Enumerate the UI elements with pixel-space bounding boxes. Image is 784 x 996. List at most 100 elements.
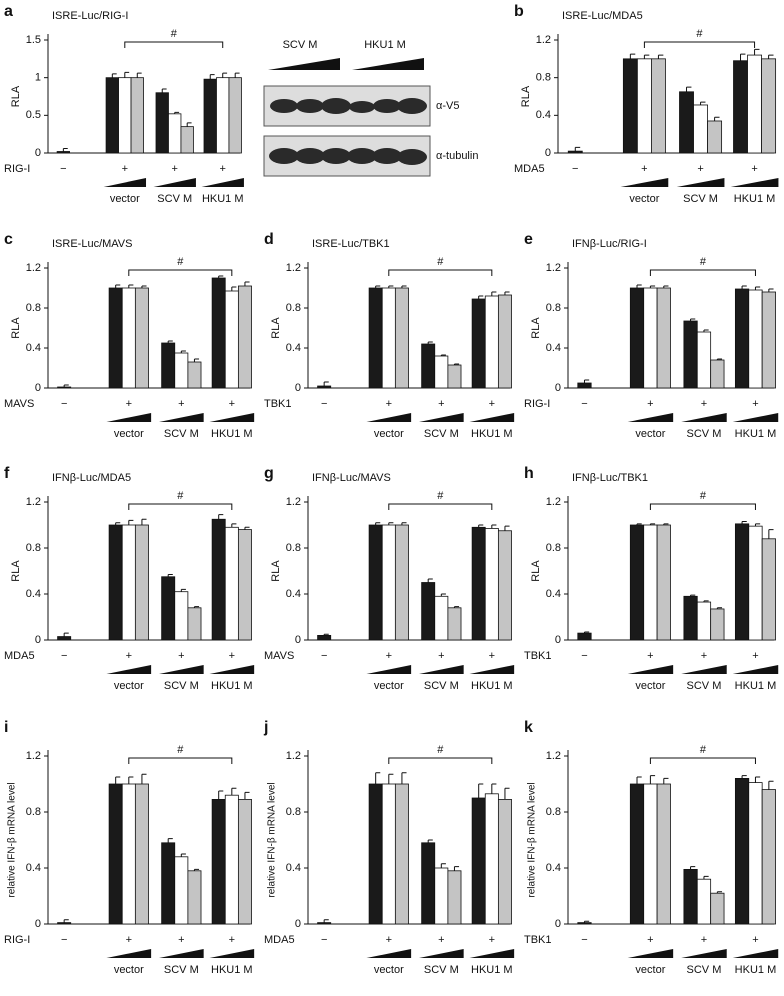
chart-panel: e IFNβ-Luc/RIG-I RLA 0 0.4 0.8 1.2 RIG-I − + vecto…	[524, 231, 779, 440]
error-bar	[491, 291, 497, 296]
error-bar	[115, 776, 121, 784]
error-bar	[161, 88, 167, 93]
y-tick-label: 0	[295, 918, 301, 930]
error-bar	[231, 523, 237, 528]
bar	[368, 287, 383, 389]
error-bar	[141, 518, 147, 525]
sign-label: +	[220, 163, 226, 175]
error-bar	[754, 48, 760, 56]
sign-label: +	[647, 934, 653, 946]
sign-label: −	[61, 398, 67, 410]
sign-label: −	[581, 398, 587, 410]
x-tick-label: SCV M	[683, 193, 718, 205]
x-tick-label: vector	[114, 680, 144, 692]
bar	[187, 870, 202, 925]
error-bar	[504, 525, 510, 531]
x-tick-label: vector	[114, 428, 144, 440]
bar	[484, 793, 499, 925]
sign-label: +	[752, 650, 758, 662]
error-bar	[690, 318, 696, 321]
x-tick-label: vector	[629, 193, 659, 205]
dose-wedge	[366, 949, 412, 958]
dose-wedge	[627, 413, 674, 422]
sign-label: −	[60, 163, 66, 175]
dose-wedge	[469, 949, 515, 958]
bar	[434, 595, 449, 641]
x-tick-label: SCV M	[164, 964, 199, 976]
error-bar	[636, 523, 642, 525]
error-bar	[453, 606, 460, 608]
x-tick-label: vector	[110, 193, 140, 205]
bar	[577, 632, 592, 641]
error-bar	[663, 523, 669, 525]
error-bar	[427, 578, 433, 583]
dose-wedge	[209, 413, 255, 422]
y-tick-label: 0.4	[26, 342, 41, 354]
stimulus-label: MDA5	[264, 934, 295, 946]
y-tick-label: 1.2	[546, 496, 561, 508]
bar	[394, 524, 409, 641]
significance-mark: #	[171, 28, 178, 40]
error-bar	[440, 863, 446, 868]
sign-label: +	[386, 650, 392, 662]
error-bar	[649, 285, 656, 288]
y-tick-label: 1.2	[286, 750, 301, 762]
error-bar	[244, 281, 250, 286]
dose-wedge	[201, 178, 244, 187]
sign-label: +	[489, 934, 495, 946]
dose-wedge	[106, 413, 152, 422]
y-tick-label: 0.8	[536, 72, 551, 84]
panel-letter: f	[4, 465, 10, 482]
dose-wedge	[469, 413, 515, 422]
bar	[134, 783, 149, 925]
x-tick-label: vector	[635, 964, 665, 976]
y-tick-label: 1.2	[546, 750, 561, 762]
panel-letter: c	[4, 231, 13, 248]
bar	[643, 524, 658, 641]
bar	[381, 783, 396, 925]
bar	[174, 856, 189, 925]
bar	[368, 783, 383, 925]
y-tick-label: 1.2	[26, 750, 41, 762]
dose-wedge	[730, 178, 779, 187]
chart-panel: d ISRE-Luc/TBK1 RLA 0 0.4 0.8 1.2 TBK1 − + vector +…	[264, 231, 515, 440]
y-tick-label: 0.4	[26, 862, 41, 874]
error-bar	[504, 787, 510, 800]
bar	[497, 294, 512, 389]
bar	[224, 526, 239, 641]
error-bar	[111, 73, 117, 78]
x-tick-label: HKU1 M	[735, 680, 777, 692]
y-tick-label: 0.4	[546, 862, 561, 874]
y-tick-label: 0	[295, 382, 301, 394]
sign-label: +	[438, 650, 444, 662]
bar	[471, 298, 486, 389]
sign-label: +	[701, 934, 707, 946]
chart-title: IFNβ-Luc/RIG-I	[572, 238, 647, 250]
dose-wedge	[106, 949, 152, 958]
error-bar	[115, 284, 121, 288]
error-bar	[768, 288, 774, 292]
bar	[108, 287, 123, 389]
error-bar	[141, 773, 147, 784]
error-bar	[136, 72, 142, 78]
sign-label: +	[751, 163, 757, 175]
x-tick-label: SCV M	[687, 428, 722, 440]
sign-label: +	[172, 163, 178, 175]
error-bar	[768, 54, 774, 59]
sign-label: −	[581, 934, 587, 946]
sign-label: +	[489, 398, 495, 410]
stimulus-label: TBK1	[524, 934, 552, 946]
bar	[693, 104, 708, 154]
error-bar	[180, 350, 186, 353]
panel-letter: d	[264, 231, 274, 248]
bar	[696, 878, 712, 925]
sign-label: +	[489, 650, 495, 662]
sign-label: +	[701, 398, 707, 410]
blot-bands	[269, 98, 427, 165]
blot-group-label: SCV M	[283, 39, 318, 51]
significance-mark: #	[700, 490, 707, 502]
error-bar	[186, 122, 192, 127]
bar	[434, 867, 449, 925]
x-tick-label: vector	[374, 680, 404, 692]
